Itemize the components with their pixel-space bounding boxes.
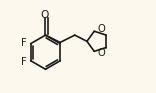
Text: F: F [21, 38, 27, 48]
Text: F: F [21, 57, 27, 67]
Text: O: O [40, 10, 49, 20]
Text: O: O [98, 48, 106, 58]
Text: O: O [98, 24, 106, 34]
